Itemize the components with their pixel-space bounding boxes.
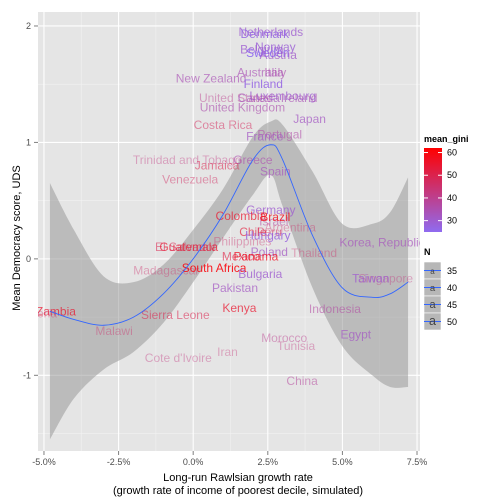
legend-n-label: 35: [447, 266, 457, 276]
legend-mean-gini: mean_gini 60 50 40 30: [424, 134, 469, 232]
point-label: Brazil: [260, 210, 290, 224]
point-label: Argentina: [265, 220, 317, 234]
point-label: Venezuela: [162, 173, 218, 187]
point-labels: NetherlandsDenmarkBelgiumNorwaySwedenAus…: [19, 25, 438, 388]
legend-n-key-glyph: a: [430, 267, 435, 276]
point-label: Trinidad and Tobago: [133, 153, 242, 167]
x-axis: -5.0% -2.5% 0.0% 2.5% 5.0% 7.5%: [32, 451, 427, 467]
point-label: Denmark: [240, 27, 290, 41]
point-label: Cote d'Ivoire: [145, 351, 212, 365]
legend-gini-colorbar: [424, 148, 442, 232]
point-label: Costa Rica: [194, 118, 253, 132]
legend-n-key-glyph: a: [429, 314, 436, 328]
legend-n-label: 50: [447, 317, 457, 327]
x-axis-title-line2: (growth rate of income of poorest decile…: [113, 485, 363, 497]
point-label: El Salvador: [155, 240, 216, 254]
point-label: Nigeria: [19, 307, 57, 321]
x-tick-label: 0.0%: [183, 457, 204, 467]
point-label: United States: [199, 91, 271, 105]
point-label: Finland: [244, 77, 283, 91]
point-label: Tunisia: [277, 339, 316, 353]
point-label: South Africa: [182, 261, 247, 275]
legend-gini-title: mean_gini: [424, 134, 469, 144]
legend-n-key-glyph: a: [429, 299, 436, 311]
point-label: Jamaica: [195, 159, 240, 173]
x-tick-label: 7.5%: [407, 457, 428, 467]
legend-n-label: 40: [447, 283, 457, 293]
point-label: Portugal: [257, 127, 302, 141]
point-label: New Zealand: [176, 71, 247, 85]
point-label: Panama: [234, 250, 279, 264]
point-label: Hungary: [245, 229, 290, 243]
legend-gini-tick-label: 40: [447, 193, 457, 203]
point-label: Kenya: [222, 301, 256, 315]
smooth-ribbon: [49, 119, 409, 440]
point-label: Italy: [264, 66, 286, 80]
point-label: Australia: [237, 66, 284, 80]
smooth-ribbon-group: [49, 119, 409, 440]
smooth-line: [49, 144, 409, 326]
point-label: Taiwan: [352, 272, 389, 286]
point-label: Sierra Leone: [141, 308, 210, 322]
point-label: Israel: [259, 215, 288, 229]
point-label: United Kingdom: [200, 101, 285, 115]
y-tick-label: 2: [26, 21, 31, 31]
legend-gini-tick-label: 30: [447, 216, 457, 226]
x-tick-label: 2.5%: [258, 457, 279, 467]
y-axis-title: Mean Democracy score, UDS: [11, 165, 23, 311]
point-label: Egypt: [340, 328, 371, 342]
point-label: Japan: [293, 112, 326, 126]
point-label: Colombia: [216, 209, 267, 223]
legend-n-key-glyph: a: [430, 283, 436, 294]
x-tick-label: -5.0%: [32, 457, 56, 467]
point-label: Thailand: [291, 246, 337, 260]
point-label: Austria: [260, 48, 298, 62]
point-label: Chile: [239, 225, 267, 239]
point-label: Korea, Republic of: [339, 236, 438, 250]
point-label: Zambia: [36, 304, 76, 318]
point-label: Sweden: [246, 46, 289, 60]
point-label: Germany: [246, 203, 295, 217]
point-label: Iran: [217, 345, 238, 359]
legend-gini-tick-label: 50: [447, 170, 457, 180]
x-axis-title-line1: Long-run Rawlsian growth rate: [163, 472, 313, 484]
point-label: Netherlands: [238, 25, 303, 39]
point-label: Norway: [255, 40, 296, 54]
point-label: Ireland: [281, 91, 318, 105]
point-label: Spain: [260, 165, 291, 179]
point-label: Philippines: [213, 234, 271, 248]
point-label: Malawi: [95, 324, 132, 338]
legend-n-label: 45: [447, 300, 457, 310]
point-label: Luxembourg: [249, 89, 316, 103]
legend-gini-tick-label: 60: [447, 148, 457, 158]
point-label: Indonesia: [309, 302, 361, 316]
point-label: Bulgaria: [238, 267, 282, 281]
smooth-line-group: [49, 144, 409, 326]
point-label: Belgium: [240, 42, 283, 56]
x-tick-label: -2.5%: [107, 457, 131, 467]
point-label: Guatemala: [159, 240, 218, 254]
x-tick-label: 5.0%: [332, 457, 353, 467]
legend-n: N a 35 a 40 a 45 a 50: [423, 247, 457, 331]
point-label: Morocco: [261, 331, 307, 345]
point-label: Peru: [257, 225, 282, 239]
point-label: France: [246, 130, 284, 144]
point-label: Canada: [238, 91, 280, 105]
y-tick-label: 1: [26, 137, 31, 147]
point-label: Poland: [251, 245, 288, 259]
point-label: Madagascar: [133, 264, 199, 278]
point-label: Mexico: [222, 250, 260, 264]
y-tick-label: 0: [26, 254, 31, 264]
point-label: Pakistan: [212, 281, 258, 295]
y-tick-label: -1: [23, 370, 31, 380]
legend-n-title: N: [424, 247, 431, 257]
point-label: China: [286, 374, 318, 388]
y-axis: -1 0 1 2: [23, 21, 38, 380]
point-label: Singapore: [358, 272, 413, 286]
